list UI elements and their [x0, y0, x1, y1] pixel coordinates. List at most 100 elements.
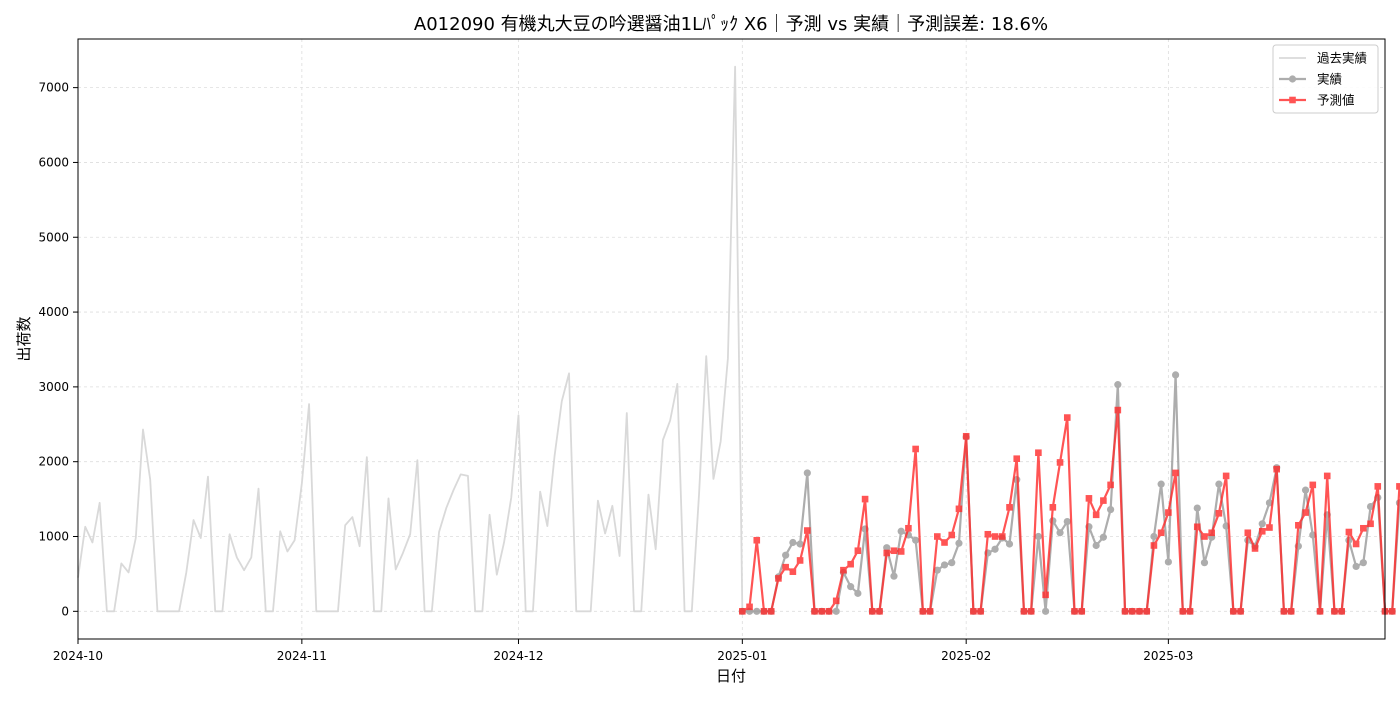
actual-point: [991, 545, 999, 553]
forecast-point: [775, 575, 782, 582]
legend-label-history: 過去実績: [1317, 51, 1367, 66]
forecast-point: [869, 608, 876, 615]
y-tick-label: 7000: [38, 81, 69, 95]
forecast-point: [767, 608, 775, 615]
actual-point: [1005, 540, 1014, 548]
actual-point: [1092, 541, 1100, 550]
actual-point: [1114, 381, 1122, 389]
legend-label-forecast: 予測値: [1317, 93, 1355, 108]
actual-point: [940, 561, 949, 569]
forecast-point: [796, 557, 804, 564]
forecast-point: [760, 608, 768, 615]
actual-point: [803, 469, 811, 477]
x-tick-label: 2024-11: [277, 649, 327, 663]
chart-title: A012090 有機丸大豆の吟選醤油1Lﾊﾟｯｸ X6｜予測 vs 実績｜予測誤…: [414, 14, 1048, 35]
forecast-point: [919, 608, 927, 615]
series-layer: [77, 65, 1400, 615]
forecast-point: [861, 495, 869, 503]
y-tick-label: 1000: [38, 530, 69, 544]
legend-marker-forecast: [1289, 96, 1296, 104]
forecast-point: [1396, 483, 1400, 490]
forecast-point: [941, 539, 948, 546]
forecast-point: [977, 608, 984, 615]
forecast-point: [789, 568, 797, 575]
actual-point: [883, 544, 891, 552]
forecast-point: [962, 432, 970, 440]
actual-point: [890, 572, 898, 580]
actual-point: [832, 607, 840, 615]
forecast-point: [746, 603, 753, 611]
actual-point: [1258, 520, 1266, 528]
forecast-point: [847, 560, 854, 568]
forecast-point: [1006, 504, 1013, 511]
y-tick-label: 5000: [38, 230, 69, 244]
forecast-point: [1078, 608, 1086, 615]
forecast-point: [1056, 459, 1064, 466]
actual-point: [753, 607, 761, 615]
actual-point: [789, 538, 797, 547]
forecast-point: [1049, 504, 1057, 511]
forecast-point: [1092, 511, 1100, 519]
forecast-point: [1331, 608, 1338, 615]
forecast-point: [753, 536, 761, 544]
forecast-point: [1208, 529, 1215, 537]
actual-point: [847, 583, 855, 591]
actual-point: [1157, 480, 1165, 488]
y-tick-label: 2000: [38, 455, 69, 469]
forecast-point: [1186, 608, 1194, 615]
forecast-point: [876, 608, 883, 615]
forecast-point: [832, 597, 840, 605]
forecast-point: [1215, 510, 1223, 517]
forecast-point: [811, 608, 818, 615]
actual-point: [1107, 505, 1115, 514]
forecast-point: [1201, 533, 1208, 540]
actual-point: [955, 539, 963, 547]
forecast-point: [1360, 524, 1367, 532]
forecast-point: [1244, 529, 1252, 537]
actual-point: [1359, 559, 1367, 567]
forecast-point: [1287, 608, 1295, 615]
forecast-point: [1309, 481, 1317, 489]
forecast-point: [1367, 520, 1374, 528]
actual-point: [1171, 371, 1180, 379]
forecast-point: [1273, 465, 1280, 473]
actual-point: [1352, 562, 1360, 571]
forecast-point: [1165, 509, 1172, 516]
forecast-point: [818, 608, 826, 615]
forecast-point: [926, 608, 934, 615]
y-tick-label: 6000: [38, 155, 69, 169]
actual-point: [1200, 559, 1209, 567]
series-line-history: [77, 65, 772, 613]
actual-point: [1164, 558, 1172, 566]
forecast-point: [970, 608, 977, 615]
forecast-point: [1035, 449, 1042, 457]
forecast-point: [1107, 481, 1114, 489]
forecast-point: [890, 547, 898, 555]
actual-point: [897, 527, 905, 535]
actual-point: [912, 536, 920, 544]
forecast-point: [1338, 608, 1345, 615]
forecast-point: [782, 563, 789, 571]
x-tick-label: 2024-10: [53, 649, 103, 663]
y-axis: 0 1000 2000 3000 4000 5000 6000 7000: [38, 81, 78, 618]
actual-point: [1193, 504, 1201, 512]
actual-point: [1042, 607, 1050, 615]
forecast-point: [825, 608, 833, 615]
plot-frame: [77, 38, 1386, 640]
legend-item-forecast: [1279, 96, 1306, 104]
forecast-point: [1316, 608, 1324, 615]
forecast-point: [1143, 608, 1151, 615]
legend-box: [1272, 44, 1379, 114]
forecast-point: [840, 566, 847, 574]
forecast-point: [1352, 540, 1360, 548]
y-tick-label: 4000: [38, 305, 69, 319]
forecast-point: [1063, 414, 1071, 421]
forecast-point: [1237, 608, 1244, 615]
forecast-point: [1251, 545, 1259, 552]
forecast-point: [984, 530, 992, 538]
actual-point: [854, 589, 862, 597]
actual-point: [948, 559, 956, 567]
legend-marker-actual: [1288, 75, 1297, 83]
